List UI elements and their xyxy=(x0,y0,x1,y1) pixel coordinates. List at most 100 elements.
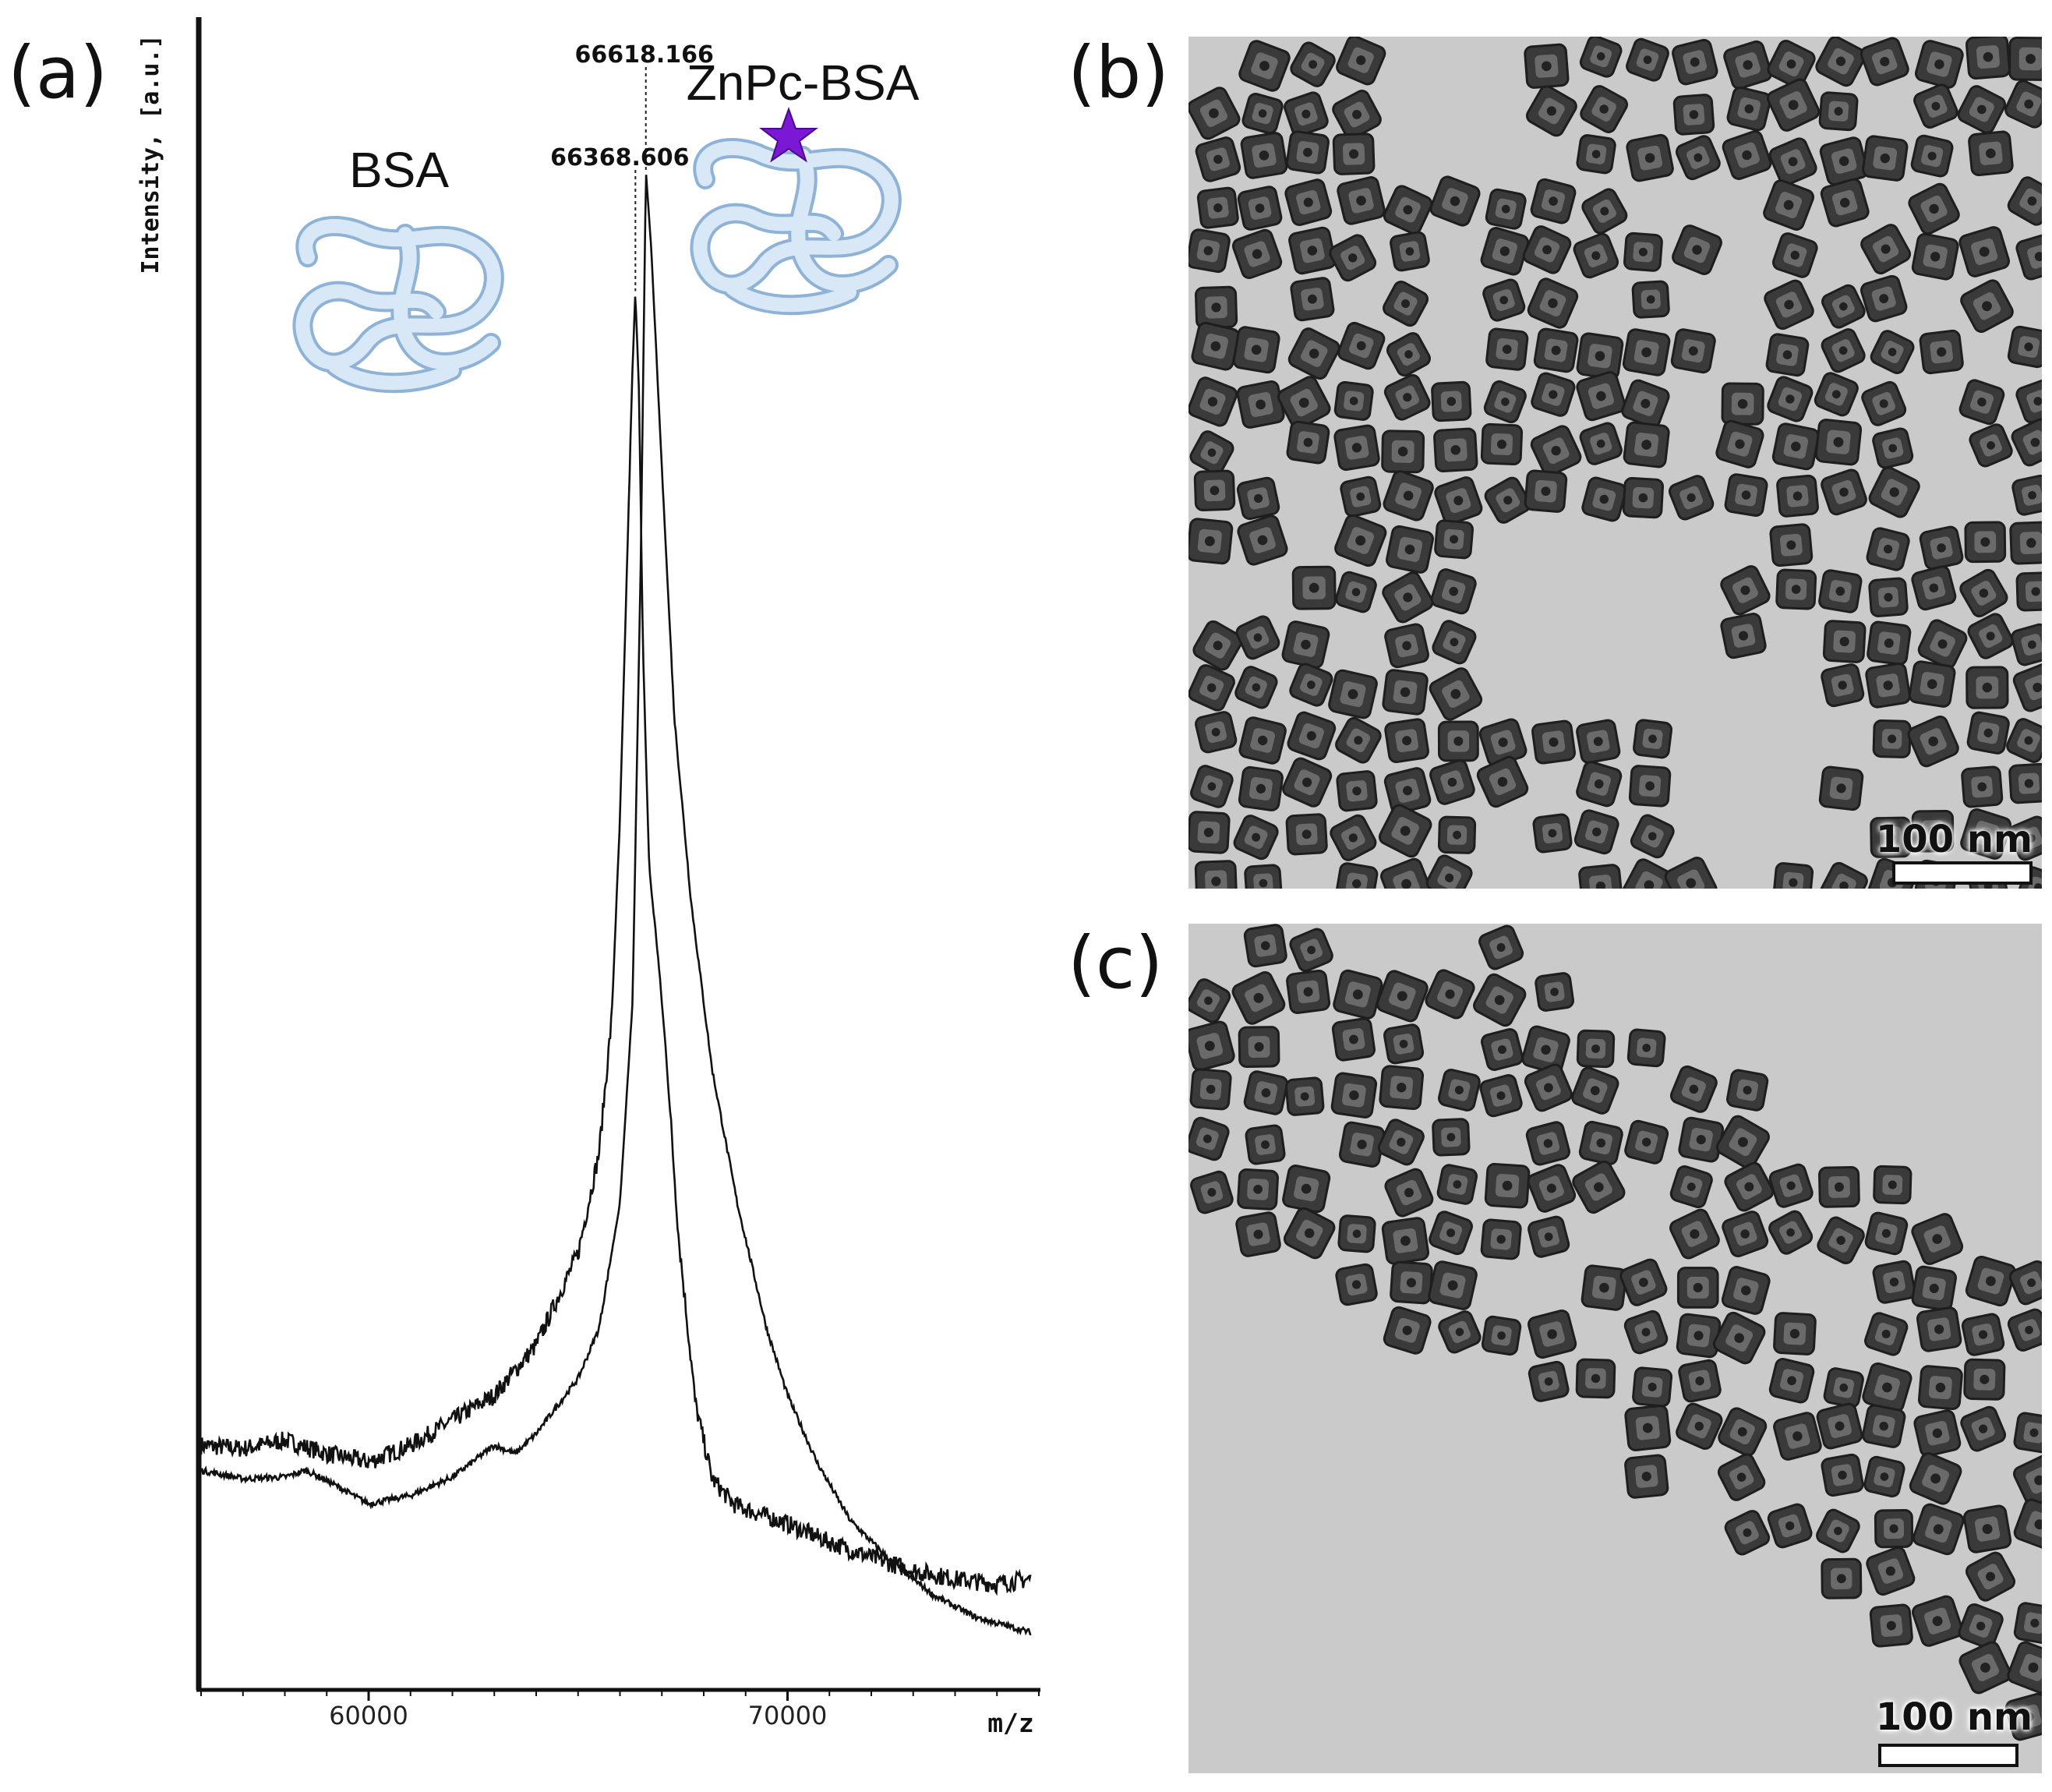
nanoparticle xyxy=(1236,380,1285,429)
nanoparticle xyxy=(1576,719,1621,764)
nanoparticle xyxy=(1333,424,1380,472)
nanoparticle xyxy=(1284,1076,1325,1116)
nanoparticle xyxy=(2013,1454,2042,1507)
nanoparticle xyxy=(1908,182,1960,235)
nanoparticle xyxy=(1966,711,2010,755)
nanoparticle xyxy=(1240,132,1288,179)
nanoparticle xyxy=(1191,321,1241,371)
nanoparticle xyxy=(1332,90,1382,140)
nanoparticle xyxy=(1330,1072,1378,1119)
nanoparticle xyxy=(1381,429,1425,474)
nanoparticle xyxy=(1386,525,1434,574)
nanoparticle xyxy=(1390,1260,1433,1305)
scale-bar-label: 100 nm xyxy=(1875,1695,2033,1739)
nanoparticle xyxy=(1820,178,1870,228)
nanoparticle xyxy=(1916,1306,1962,1352)
nanoparticle xyxy=(1868,466,1920,518)
nanoparticle xyxy=(1333,380,1374,421)
nanoparticle xyxy=(1232,326,1280,374)
scale-bar xyxy=(1892,861,2033,885)
nanoparticle xyxy=(1622,477,1665,519)
nanoparticle xyxy=(1765,333,1810,377)
nanoparticle xyxy=(1622,858,1676,889)
nanoparticle xyxy=(1580,85,1629,133)
nanoparticle xyxy=(1485,188,1527,230)
nanoparticle xyxy=(1383,470,1434,521)
micrograph-background xyxy=(1188,924,2042,1773)
nanoparticle xyxy=(1194,860,1238,889)
nanoparticle xyxy=(1334,514,1387,567)
nanoparticle xyxy=(1337,1214,1376,1253)
nanoparticle xyxy=(1821,1557,1863,1599)
nanoparticle xyxy=(1820,861,1868,889)
nanoparticle xyxy=(1330,814,1377,861)
nanoparticle xyxy=(1867,620,1912,666)
nanoparticle xyxy=(1192,620,1243,671)
nanoparticle xyxy=(1527,277,1579,329)
nanoparticle xyxy=(1768,137,1817,186)
nanoparticle xyxy=(1675,135,1721,181)
nanoparticle xyxy=(1676,1402,1723,1450)
nanoparticle xyxy=(1909,1452,1962,1505)
nanoparticle xyxy=(1438,1310,1482,1354)
nanoparticle xyxy=(1576,332,1624,380)
nanoparticle xyxy=(1282,757,1333,808)
nanoparticle xyxy=(1238,765,1284,811)
nanoparticle xyxy=(1429,759,1475,805)
nanoparticle xyxy=(1290,41,1336,87)
nanoparticle xyxy=(1289,928,1333,972)
nanoparticle xyxy=(1724,473,1768,518)
nanoparticle xyxy=(1670,328,1716,374)
nanoparticle xyxy=(2008,815,2042,861)
nanoparticle xyxy=(2015,379,2042,424)
nanoparticle xyxy=(1960,808,2012,860)
nanoparticle xyxy=(1821,1453,1864,1497)
nanoparticle xyxy=(1241,92,1284,135)
nanoparticle xyxy=(1244,864,1283,889)
nanoparticle xyxy=(1862,1362,1912,1413)
nanoparticle xyxy=(1522,225,1572,274)
nanoparticle xyxy=(1767,40,1816,89)
nanoparticle xyxy=(1530,425,1582,477)
nanoparticle xyxy=(1915,40,1964,89)
nanoparticle xyxy=(1669,1065,1718,1113)
nanoparticle xyxy=(1291,565,1337,610)
nanoparticle xyxy=(1676,1267,1719,1309)
nanoparticle xyxy=(1238,40,1291,92)
nanoparticle xyxy=(1775,568,1817,610)
nanoparticle xyxy=(2004,80,2042,129)
nanoparticle xyxy=(2015,232,2042,281)
nanoparticle xyxy=(1766,78,1821,132)
nanoparticle xyxy=(1524,43,1570,89)
nanoparticle xyxy=(1819,136,1869,186)
nanoparticle xyxy=(1286,969,1331,1014)
nanoparticle xyxy=(1383,1306,1432,1355)
nanoparticle xyxy=(1188,1020,1235,1072)
nanoparticle xyxy=(1578,1120,1623,1165)
nanoparticle xyxy=(2011,475,2042,516)
nanoparticle xyxy=(1821,284,1866,329)
nanoparticle xyxy=(1431,380,1472,422)
nanoparticle xyxy=(1336,37,1386,86)
nanoparticle xyxy=(1238,1026,1280,1068)
nanoparticle xyxy=(1382,571,1434,624)
nanoparticle xyxy=(1433,427,1478,473)
nanoparticle xyxy=(1195,136,1241,182)
nanoparticle xyxy=(1823,1367,1864,1409)
nanoparticle xyxy=(1965,1255,2016,1307)
nanoparticle xyxy=(1434,519,1475,560)
nanoparticle xyxy=(1383,1023,1425,1065)
nanoparticle xyxy=(1668,475,1715,521)
nanoparticle xyxy=(1911,810,1955,853)
nanoparticle xyxy=(1722,130,1772,180)
nanoparticle xyxy=(1384,718,1429,764)
nanoparticle-micrograph xyxy=(1188,924,2042,1773)
nanoparticle xyxy=(1821,663,1865,708)
nanoparticle xyxy=(1963,1358,2006,1401)
nanoparticle xyxy=(1621,379,1670,428)
nanoparticle xyxy=(1277,376,1331,429)
nanoparticle xyxy=(1188,518,1234,565)
nanoparticle xyxy=(1379,1065,1425,1111)
nanoparticle xyxy=(1485,327,1529,371)
